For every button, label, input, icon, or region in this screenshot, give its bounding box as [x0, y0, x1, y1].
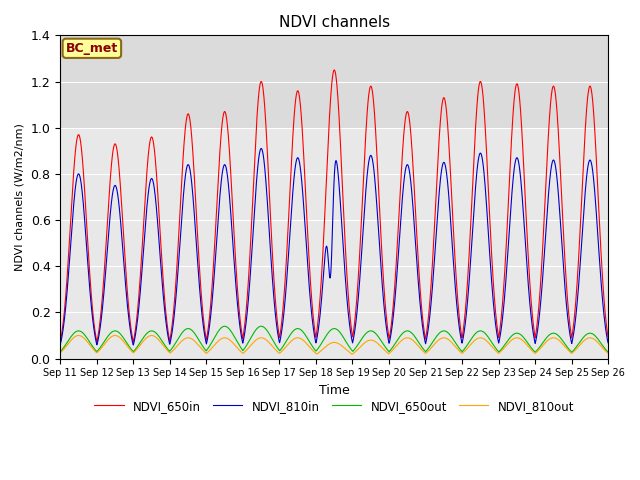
NDVI_650out: [119, 334, 127, 340]
NDVI_810out: [291, 336, 298, 342]
NDVI_810out: [535, 348, 543, 353]
NDVI_810in: [56, 342, 64, 348]
NDVI_650out: [291, 327, 298, 333]
NDVI_650in: [604, 334, 612, 340]
NDVI_810in: [535, 319, 543, 325]
NDVI_810in: [604, 340, 612, 346]
NDVI_810in: [267, 251, 275, 257]
NDVI_650out: [594, 336, 602, 342]
NDVI_650in: [56, 339, 64, 345]
NDVI_810out: [75, 333, 83, 338]
Legend: NDVI_650in, NDVI_810in, NDVI_650out, NDVI_810out: NDVI_650in, NDVI_810in, NDVI_650out, NDV…: [90, 395, 579, 417]
NDVI_650out: [531, 349, 539, 355]
NDVI_650out: [56, 349, 64, 355]
Title: NDVI channels: NDVI channels: [278, 15, 390, 30]
NDVI_650in: [291, 112, 298, 118]
NDVI_810in: [257, 145, 265, 151]
NDVI_650out: [535, 346, 543, 351]
Bar: [60, 36, 608, 128]
NDVI_810out: [267, 341, 275, 347]
NDVI_810out: [594, 339, 602, 345]
NDVI_650in: [267, 214, 275, 220]
Text: BC_met: BC_met: [66, 42, 118, 55]
NDVI_810in: [119, 246, 127, 252]
NDVI_810out: [604, 350, 612, 356]
NDVI_650in: [594, 183, 602, 189]
NDVI_810in: [594, 230, 602, 236]
Line: NDVI_650in: NDVI_650in: [60, 70, 608, 342]
NDVI_650in: [129, 339, 137, 345]
NDVI_650out: [152, 329, 159, 335]
Line: NDVI_650out: NDVI_650out: [60, 326, 608, 352]
NDVI_810in: [291, 171, 298, 177]
NDVI_810out: [348, 351, 356, 357]
NDVI_810out: [56, 350, 64, 356]
NDVI_650out: [221, 324, 228, 329]
NDVI_810in: [129, 342, 137, 348]
Line: NDVI_810out: NDVI_810out: [60, 336, 608, 354]
NDVI_810in: [152, 195, 159, 201]
NDVI_810out: [152, 334, 159, 340]
NDVI_810out: [119, 338, 127, 344]
NDVI_650in: [535, 306, 543, 312]
NDVI_650out: [604, 349, 612, 355]
Line: NDVI_810in: NDVI_810in: [60, 148, 608, 345]
NDVI_650in: [152, 158, 159, 164]
NDVI_650in: [330, 67, 338, 73]
NDVI_650out: [267, 333, 275, 339]
X-axis label: Time: Time: [319, 384, 349, 397]
Y-axis label: NDVI channels (W/m2/nm): NDVI channels (W/m2/nm): [15, 123, 25, 271]
NDVI_650in: [119, 219, 127, 225]
